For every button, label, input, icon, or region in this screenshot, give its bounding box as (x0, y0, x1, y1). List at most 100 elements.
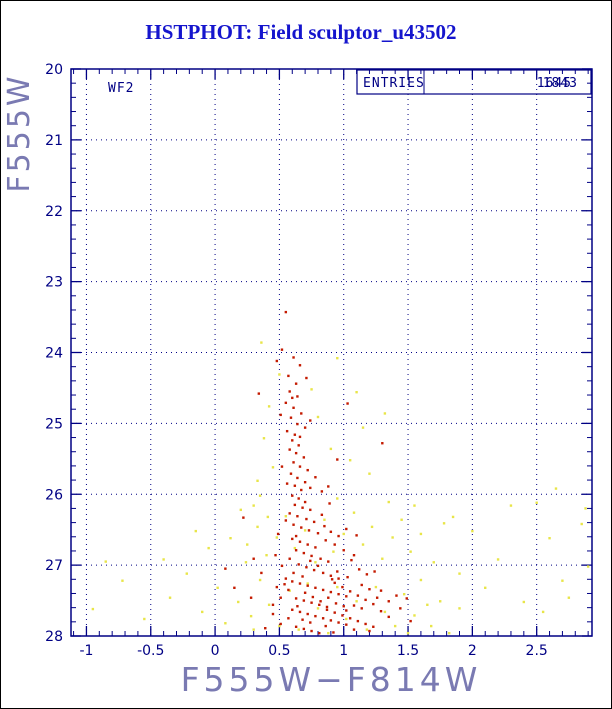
data-point-stars-red (287, 374, 290, 378)
data-point-stars-red (319, 557, 322, 560)
data-point-stars-red (330, 578, 334, 581)
data-point-stars-red (399, 607, 402, 610)
data-point-stars-yellow (432, 561, 435, 564)
x-tick-label: 2.5 (526, 643, 548, 659)
data-point-stars-red (305, 376, 308, 380)
data-point-stars-yellow (413, 614, 416, 617)
data-point-stars-yellow (237, 600, 240, 604)
data-point-stars-red (280, 564, 284, 568)
data-point-stars-red (342, 605, 345, 608)
data-point-stars-yellow (329, 447, 333, 451)
data-point-stars-red (333, 581, 336, 585)
data-point-stars-yellow (387, 500, 390, 504)
data-point-stars-red (280, 465, 284, 468)
data-point-stars-red (260, 571, 263, 575)
data-point-stars-yellow (252, 504, 255, 507)
data-point-stars-red (294, 534, 298, 538)
data-point-stars-red (291, 494, 294, 497)
data-point-stars-red (291, 580, 294, 583)
data-point-stars-red (323, 524, 326, 528)
data-point-stars-yellow (267, 603, 271, 607)
data-point-stars-red (274, 554, 277, 557)
data-point-stars-yellow (265, 554, 268, 557)
data-point-stars-yellow (258, 578, 262, 582)
data-point-stars-red (298, 582, 302, 585)
data-point-stars-red (345, 527, 348, 531)
data-point-stars-yellow (361, 426, 365, 429)
data-point-stars-yellow (584, 507, 587, 510)
data-point-stars-red (293, 433, 297, 436)
data-point-stars-red (292, 356, 295, 359)
data-point-stars-red (291, 608, 294, 611)
data-point-stars-red (310, 554, 313, 558)
data-point-stars-yellow (522, 600, 526, 604)
data-point-stars-red (324, 539, 327, 542)
data-point-stars-red (329, 530, 333, 534)
data-point-stars-red (336, 458, 339, 461)
data-point-stars-red (291, 439, 294, 442)
data-point-stars-red (327, 560, 330, 563)
data-point-stars-red (329, 574, 333, 577)
data-point-stars-red (357, 568, 361, 571)
data-point-stars-red (288, 557, 291, 560)
data-point-stars-red (365, 573, 369, 576)
data-point-stars-red (296, 515, 299, 518)
data-point-stars-yellow (383, 412, 387, 415)
data-point-stars-yellow (162, 558, 165, 561)
data-point-stars-red (303, 591, 307, 594)
data-point-stars-red (300, 488, 303, 492)
data-point-stars-yellow (458, 607, 461, 610)
data-point-stars-red (325, 605, 329, 609)
data-point-stars-red (257, 392, 261, 395)
data-point-stars-yellow (429, 624, 433, 628)
data-point-stars-red (387, 615, 390, 619)
data-point-stars-yellow (383, 610, 387, 614)
x-tick-label: 0 (211, 643, 220, 659)
data-point-stars-yellow (316, 415, 320, 419)
x-axis-label: F555W−F814W (181, 660, 482, 699)
data-point-stars-yellow (442, 522, 446, 525)
data-point-stars-red (372, 602, 375, 606)
data-point-stars-red (301, 506, 304, 509)
data-point-stars-yellow (400, 518, 403, 521)
data-point-stars-red (287, 588, 290, 592)
data-point-stars-yellow (303, 529, 307, 532)
data-point-stars-red (360, 607, 363, 610)
data-point-stars-red (284, 310, 288, 314)
data-point-stars-red (249, 596, 253, 599)
data-point-stars-red (289, 472, 293, 475)
data-point-stars-red (306, 584, 309, 587)
data-point-stars-red (302, 627, 306, 631)
data-point-stars-yellow (548, 536, 551, 540)
data-point-stars-red (276, 532, 280, 536)
data-point-stars-yellow (355, 390, 358, 394)
data-point-stars-red (405, 597, 408, 600)
data-point-stars-yellow (448, 631, 451, 635)
data-point-stars-yellow (310, 388, 313, 391)
data-point-stars-red (314, 476, 317, 479)
data-point-stars-red (289, 416, 293, 419)
data-point-stars-yellow (352, 511, 356, 514)
data-point-stars-red (346, 402, 349, 405)
data-point-stars-red (368, 588, 371, 591)
data-point-stars-red (373, 570, 376, 573)
data-point-stars-red (279, 622, 282, 626)
data-point-stars-red (298, 435, 302, 439)
data-point-stars-yellow (332, 550, 335, 553)
data-point-stars-yellow (345, 617, 348, 621)
data-point-stars-red (364, 598, 367, 602)
data-point-stars-yellow (244, 561, 248, 564)
data-point-stars-red (345, 595, 348, 598)
data-point-stars-yellow (368, 472, 371, 475)
data-point-stars-red (298, 610, 302, 614)
data-point-stars-red (312, 568, 316, 572)
data-point-stars-red (271, 603, 275, 607)
data-point-stars-red (364, 622, 367, 626)
data-point-stars-yellow (471, 529, 474, 533)
data-point-stars-yellow (327, 631, 330, 635)
data-point-stars-red (293, 484, 297, 487)
data-point-stars-red (375, 596, 379, 599)
data-point-stars-red (294, 382, 298, 385)
